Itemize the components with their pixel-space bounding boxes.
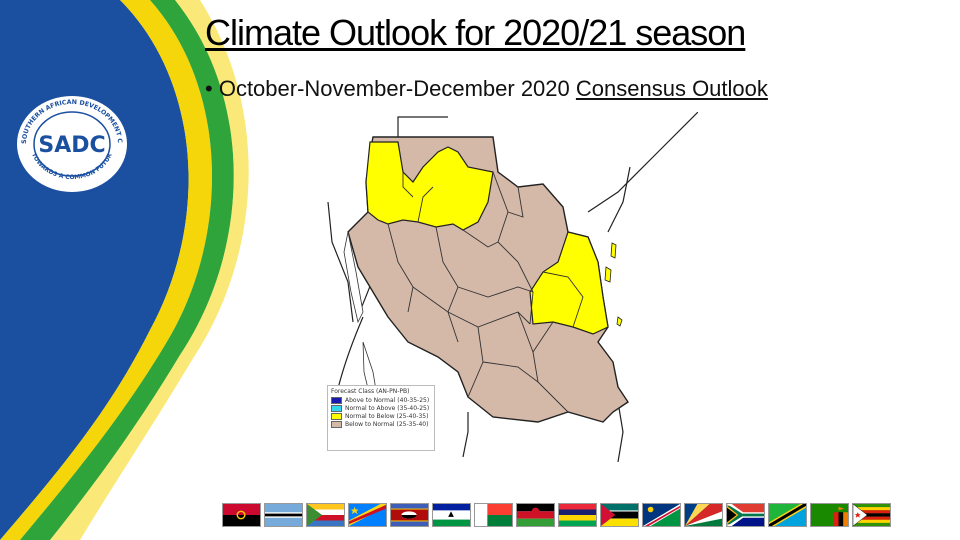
mauritius-flag — [558, 503, 597, 527]
namibia-flag — [642, 503, 681, 527]
legend-label: Normal to Above (35-40-25) — [345, 405, 430, 412]
drc-flag — [348, 503, 387, 527]
bullet-marker: • — [205, 76, 213, 101]
botswana-flag — [264, 503, 303, 527]
madagascar-flag — [474, 503, 513, 527]
legend-title: Forecast Class (AN-PN-PB) — [331, 388, 410, 395]
malawi-flag — [516, 503, 555, 527]
slide-title: Climate Outlook for 2020/21 season — [205, 12, 746, 53]
logo-mark: SADC — [38, 133, 105, 158]
mozambique-flag — [600, 503, 639, 527]
neighbour-borders — [327, 111, 699, 463]
legend-item: Normal to Below (25-40-35) — [331, 413, 431, 420]
tanzania-flag — [768, 503, 807, 527]
sadc-logo: SOUTHERN AFRICAN DEVELOPMENT COMMUNITY T… — [9, 87, 132, 196]
region-boundaries — [387, 171, 584, 413]
zambia-flag — [810, 503, 849, 527]
angola-flag — [222, 503, 261, 527]
legend-swatch — [331, 405, 342, 412]
legend-label: Below to Normal (25-35-40) — [345, 421, 429, 428]
legend-swatch — [331, 397, 342, 404]
bullet-text: • October-November-December 2020 Consens… — [205, 76, 768, 102]
legend-item: Above to Normal (40-35-25) — [331, 397, 431, 404]
seychelles-flag — [684, 503, 723, 527]
legend-swatch — [331, 421, 342, 428]
lesotho-flag — [432, 503, 471, 527]
eswatini-flag — [390, 503, 429, 527]
tanzania-outlook-map — [318, 111, 699, 463]
zimbabwe-flag — [852, 503, 891, 527]
zanzibar-islands — [604, 242, 623, 327]
legend-label: Above to Normal (40-35-25) — [345, 397, 430, 404]
bullet-period: October-November-December 2020 — [218, 76, 570, 101]
map-legend: Forecast Class (AN-PN-PB) Above to Norma… — [327, 385, 435, 451]
south-africa-flag — [726, 503, 765, 527]
bullet-consensus-outlook: Consensus Outlook — [575, 76, 768, 101]
legend-label: Normal to Below (25-40-35) — [345, 413, 429, 420]
legend-swatch — [331, 413, 342, 420]
member-flags-row — [222, 503, 944, 529]
region-normal-to-below-north — [365, 141, 494, 231]
comoros-flag — [306, 503, 345, 527]
legend-item: Below to Normal (25-35-40) — [331, 421, 431, 428]
legend-item: Normal to Above (35-40-25) — [331, 405, 431, 412]
